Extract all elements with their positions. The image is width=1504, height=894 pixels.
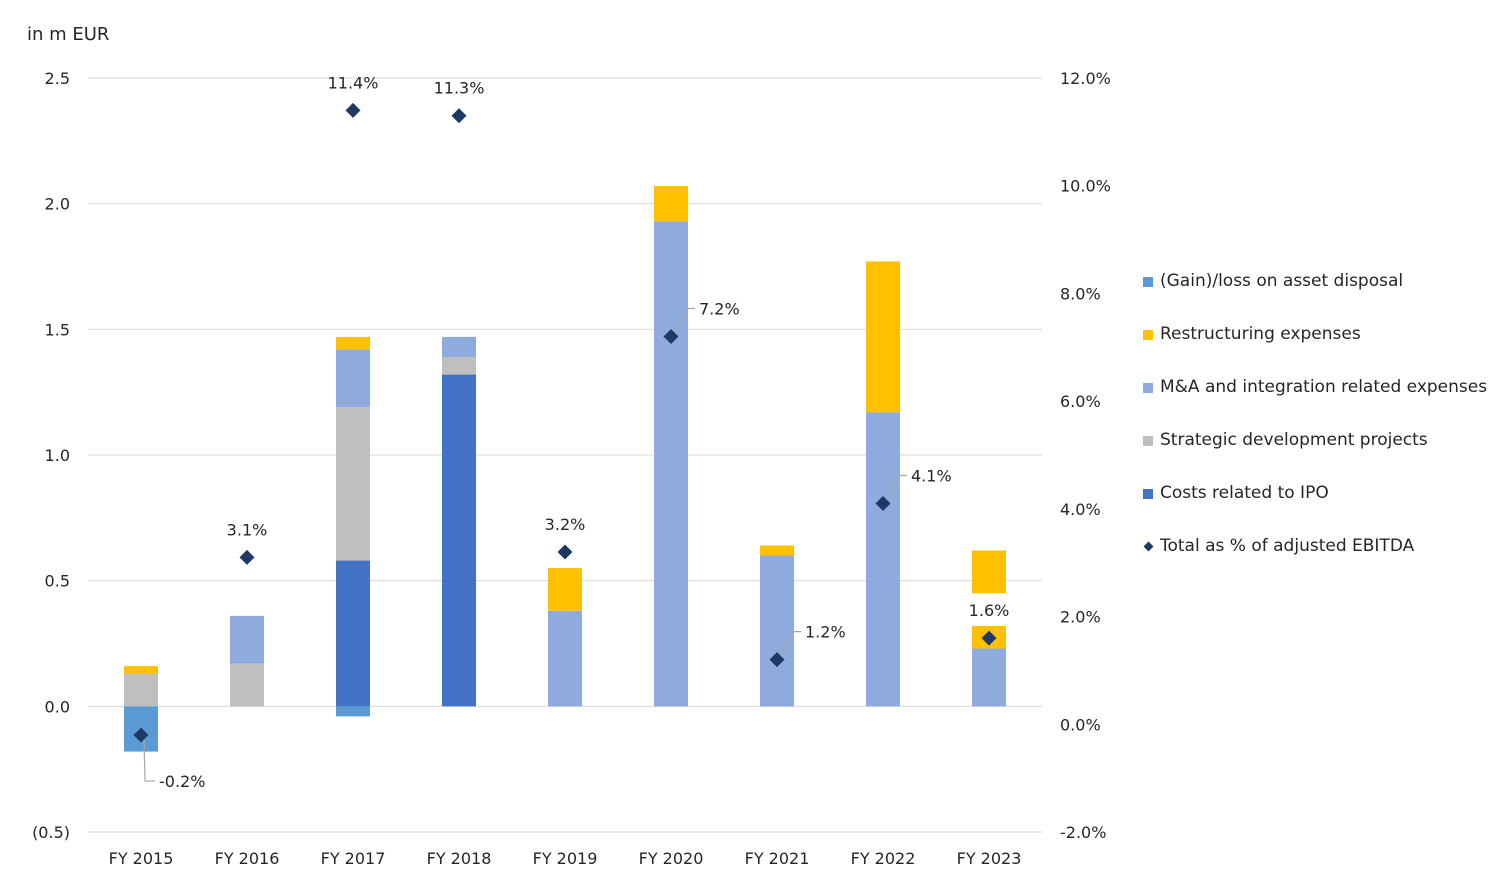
legend-label: Total as % of adjusted EBITDA xyxy=(1160,536,1415,556)
legend-label: Costs related to IPO xyxy=(1160,483,1329,503)
color-swatch-icon xyxy=(1143,436,1153,446)
ebitda-marker xyxy=(557,544,573,560)
label-leader xyxy=(674,307,695,333)
bars xyxy=(124,186,1006,752)
bar-gain-loss-asset-disposal xyxy=(336,706,370,717)
ebitda-marker xyxy=(981,630,997,646)
color-swatch-icon xyxy=(1143,383,1153,393)
bar-segment-2 xyxy=(336,407,370,561)
left-tick-label: 2.5 xyxy=(45,69,70,88)
category-label: FY 2017 xyxy=(321,849,386,868)
category-label: FY 2021 xyxy=(745,849,810,868)
bar-segment-3 xyxy=(972,648,1006,707)
left-tick-label: (0.5) xyxy=(32,823,70,842)
left-axis-ticks: (0.5) 0.0 0.5 1.0 1.5 2.0 2.5 xyxy=(32,69,70,842)
color-swatch-icon xyxy=(1143,277,1153,287)
category-labels: FY 2015 FY 2016 FY 2017 FY 2018 FY 2019 FY 20… xyxy=(109,849,1022,868)
bar-segment-4 xyxy=(654,186,688,222)
ebitda-marker xyxy=(345,102,361,118)
bar-segment-3 xyxy=(230,615,264,664)
ebitda-marker xyxy=(875,495,891,511)
bar-segment-1 xyxy=(336,560,370,707)
ebitda-label: 7.2% xyxy=(699,300,740,319)
category-label: FY 2023 xyxy=(957,849,1022,868)
bar-segment-3 xyxy=(442,336,476,357)
right-tick-label: 4.0% xyxy=(1060,500,1101,519)
bar-segment-4 xyxy=(760,545,794,556)
category-label: FY 2016 xyxy=(215,849,280,868)
left-tick-label: 2.0 xyxy=(45,195,70,214)
bar-segment-4 xyxy=(336,336,370,350)
category-label: FY 2018 xyxy=(427,849,492,868)
bar-segment-2 xyxy=(442,356,476,375)
ebitda-marker xyxy=(769,652,785,668)
color-swatch-icon xyxy=(1143,489,1153,499)
legend-label: (Gain)/loss on asset disposal xyxy=(1160,271,1404,291)
right-tick-label: 2.0% xyxy=(1060,608,1101,627)
ebitda-marker xyxy=(663,329,679,345)
legend-label: Strategic development projects xyxy=(1160,430,1428,450)
color-swatch-icon xyxy=(1143,330,1153,340)
bar-segment-2 xyxy=(230,663,264,707)
category-label: FY 2019 xyxy=(533,849,598,868)
right-tick-label: -2.0% xyxy=(1060,823,1106,842)
ebitda-label: 11.4% xyxy=(328,73,379,92)
bar-restructuring-extra xyxy=(972,550,1006,594)
category-label: FY 2020 xyxy=(639,849,704,868)
bar-segment-3 xyxy=(548,610,582,707)
right-tick-label: 6.0% xyxy=(1060,392,1101,411)
left-tick-label: 0.0 xyxy=(45,697,70,716)
right-tick-label: 8.0% xyxy=(1060,284,1101,303)
legend-label: Restructuring expenses xyxy=(1160,324,1361,344)
ebitda-marker xyxy=(133,727,149,743)
bar-segment-3 xyxy=(760,555,794,707)
ebitda-label: 4.1% xyxy=(911,466,952,485)
right-axis-ticks: -2.0% 0.0% 2.0% 4.0% 6.0% 8.0% 10.0% 12.0% xyxy=(1060,69,1111,842)
legend-label: M&A and integration related expenses xyxy=(1160,377,1488,397)
ebitda-label: 3.2% xyxy=(545,515,586,534)
category-label: FY 2015 xyxy=(109,849,174,868)
label-leader xyxy=(143,739,155,782)
ebitda-labels: -0.2% 3.1% 11.4% 11.3% 3.2% 7.2% 1.2% 4.1% 1.6% xyxy=(159,73,1009,791)
ebitda-label: 3.1% xyxy=(227,520,268,539)
ebitda-marker xyxy=(451,108,467,124)
ebitda-label: 1.2% xyxy=(805,623,846,642)
ebitda-label: 1.6% xyxy=(969,601,1010,620)
left-tick-label: 1.5 xyxy=(45,320,70,339)
ebitda-markers xyxy=(133,102,997,743)
right-tick-label: 0.0% xyxy=(1060,715,1101,734)
ebitda-marker xyxy=(239,549,255,565)
bar-segment-4 xyxy=(866,261,900,413)
bar-segment-2 xyxy=(124,673,158,707)
right-tick-label: 12.0% xyxy=(1060,69,1111,88)
right-tick-label: 10.0% xyxy=(1060,177,1111,196)
label-leaders xyxy=(143,307,907,782)
left-tick-label: 1.0 xyxy=(45,446,70,465)
ebitda-label: -0.2% xyxy=(159,772,205,791)
bar-segment-3 xyxy=(866,412,900,707)
ebitda-label: 11.3% xyxy=(434,79,485,98)
bar-segment-1 xyxy=(442,374,476,707)
unit-label: in m EUR xyxy=(27,24,110,45)
bar-segment-4 xyxy=(124,666,158,674)
label-leader xyxy=(780,631,801,656)
category-label: FY 2022 xyxy=(851,849,916,868)
bar-segment-3 xyxy=(654,221,688,707)
label-leader xyxy=(886,474,907,500)
left-tick-label: 0.5 xyxy=(45,572,70,591)
bar-segment-3 xyxy=(336,349,370,408)
bar-segment-4 xyxy=(548,568,582,611)
